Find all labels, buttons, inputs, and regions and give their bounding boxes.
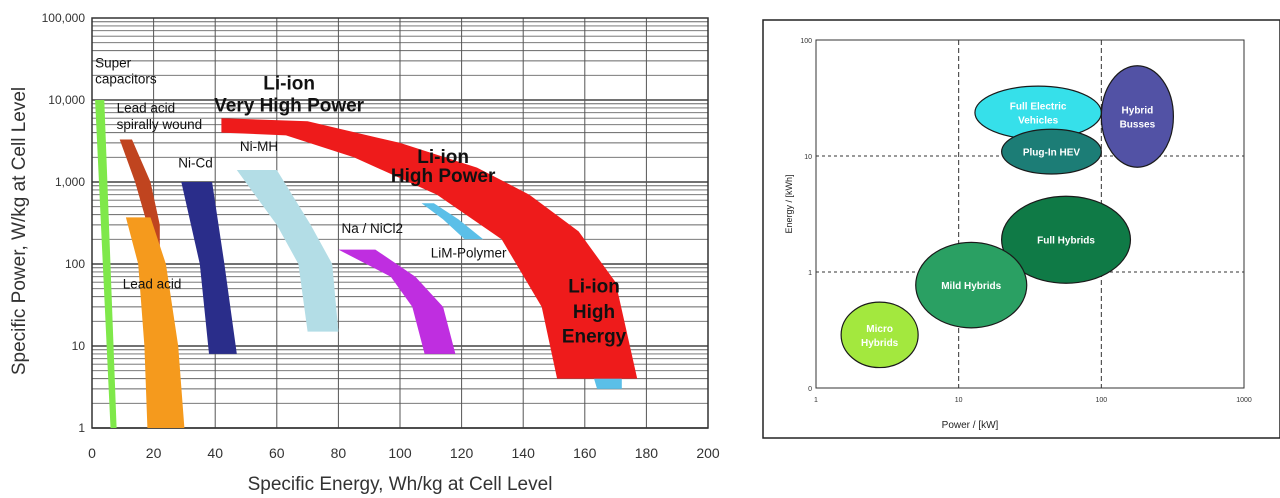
x-tick-label: 1000 — [1236, 397, 1252, 404]
region-lim-polymer — [421, 203, 484, 240]
bubble-label: Hybrid — [1122, 105, 1154, 116]
region-lim-polymer-low — [594, 378, 622, 389]
region-label: Energy — [562, 327, 627, 348]
bubble-hybrid-busses — [1100, 65, 1175, 168]
region-label: Li-ion — [263, 73, 315, 94]
bubble-label: Plug-In HEV — [1023, 148, 1081, 159]
region-label: High — [573, 302, 615, 323]
x-tick-label: 100 — [1095, 397, 1107, 404]
plot-border — [91, 17, 709, 429]
y-tick-label: 10,000 — [48, 93, 85, 107]
region-label: Ni-Cd — [178, 156, 213, 171]
region-ni-mh — [236, 170, 339, 332]
x-tick-label: 120 — [450, 445, 474, 461]
bubble-label: Vehicles — [1018, 116, 1058, 127]
vehicle-hybridization-chart: Full Electric Vehicles Hybrid Busses Plug-In… — [762, 19, 1280, 439]
y-tick-label: 100,000 — [42, 11, 86, 25]
x-tick-label: 10 — [955, 397, 963, 404]
y-tick-label: 100 — [65, 257, 85, 271]
bubble-label: Mild Hybrids — [941, 281, 1001, 292]
region-label: Li-ion — [568, 276, 620, 297]
y-tick-label: 1 — [808, 270, 812, 277]
region-label: Lead acid — [123, 277, 182, 292]
y-tick-label: 1 — [78, 421, 85, 435]
y-tick-label: 1,000 — [55, 175, 85, 189]
bubble-label: Full Electric — [1010, 102, 1067, 113]
y-tick-label: 10 — [804, 154, 812, 161]
region-super-capacitors — [95, 100, 117, 428]
x-tick-label: 200 — [696, 445, 720, 461]
x-axis-title: Power / [kW] — [942, 420, 999, 431]
plot-border — [815, 39, 1245, 389]
region-label: spirally wound — [117, 117, 203, 132]
bubble-label: Full Hybrids — [1037, 236, 1095, 247]
bubble-plug-in-hev — [1001, 128, 1102, 175]
x-tick-label: 160 — [573, 445, 597, 461]
x-tick-label: 140 — [512, 445, 536, 461]
x-tick-label: 1 — [814, 397, 818, 404]
region-label: Lead acid — [117, 101, 176, 116]
x-tick-label: 20 — [146, 445, 162, 461]
x-tick-label: 0 — [88, 445, 96, 461]
x-tick-label: 180 — [635, 445, 659, 461]
region-label: capacitors — [95, 71, 157, 86]
y-tick-label: 0 — [808, 386, 812, 393]
x-tick-label: 100 — [388, 445, 412, 461]
y-axis-title: Energy / [kWh] — [784, 174, 794, 233]
x-tick-label: 80 — [331, 445, 347, 461]
region-li-ion — [221, 118, 638, 379]
region-label: Li-ion — [417, 147, 469, 168]
region-ni-cd — [181, 182, 237, 354]
region-label: Very High Power — [214, 96, 365, 117]
bubble-mild-hybrids — [915, 241, 1028, 329]
y-axis-title: Specific Power, W/kg at Cell Level — [9, 87, 30, 375]
bubble-full-hybrids — [1001, 195, 1132, 284]
bubble-micro-hybrids — [840, 301, 919, 369]
x-tick-label: 60 — [269, 445, 285, 461]
x-axis-title: Specific Energy, Wh/kg at Cell Level — [248, 474, 553, 495]
y-tick-label: 10 — [72, 339, 86, 353]
region-label: High Power — [391, 166, 496, 187]
region-label: Ni-MH — [240, 139, 278, 154]
bubble-label: Hybrids — [861, 338, 899, 349]
y-tick-label: 100 — [800, 38, 812, 45]
region-label: LiM-Polymer — [431, 246, 507, 261]
bubble-label: Busses — [1120, 119, 1156, 130]
bubble-label: Micro — [866, 324, 893, 335]
region-lead-acid — [125, 217, 185, 428]
region-label: Na / NiCl2 — [341, 221, 403, 236]
region-label: Super — [95, 55, 132, 70]
region-na-nicl2 — [338, 249, 456, 354]
x-tick-label: 40 — [207, 445, 223, 461]
